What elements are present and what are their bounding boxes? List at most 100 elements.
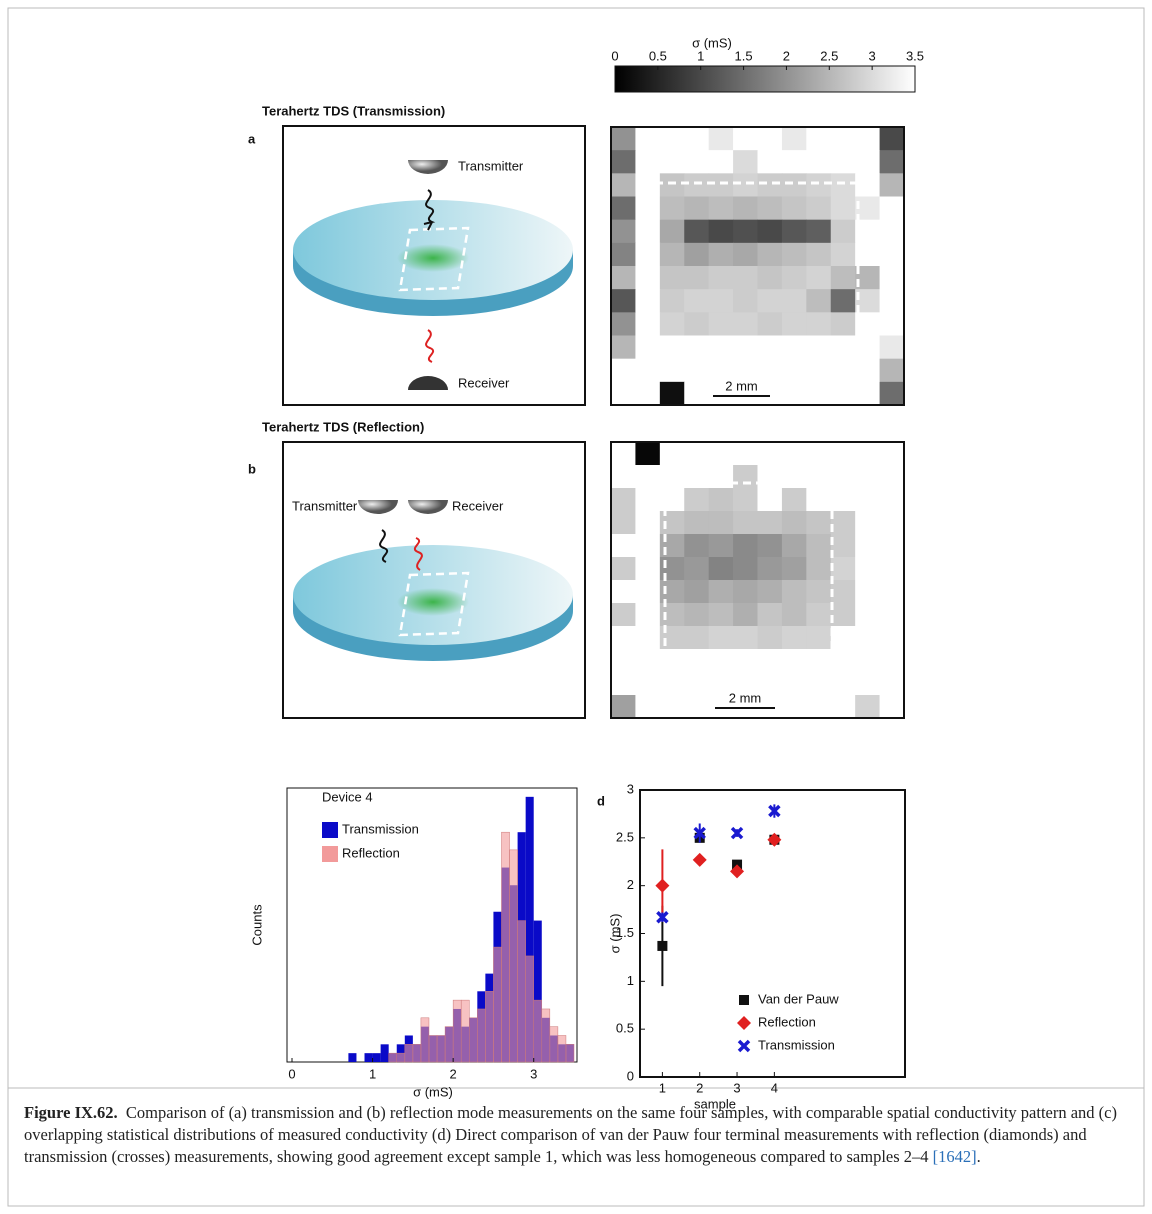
- heatmap-cell: [855, 465, 881, 489]
- heatmap-cell: [757, 312, 783, 336]
- heatmap-cell: [611, 626, 636, 650]
- heatmap-cell: [806, 511, 832, 535]
- heatmap-cell: [830, 173, 856, 197]
- x-tick-label: 4: [771, 1080, 778, 1095]
- heatmap-cell: [733, 335, 758, 360]
- heatmap-cell: [806, 358, 832, 383]
- heatmap-cell: [830, 381, 856, 406]
- x-tick-label: 3: [530, 1066, 537, 1081]
- heatmap-cell: [855, 219, 881, 244]
- heatmap-cell: [733, 289, 758, 313]
- heatmap-cell: [635, 511, 661, 535]
- heatmap-cell: [611, 672, 636, 696]
- heatmap-cell: [708, 488, 734, 512]
- heatmap-cell: [635, 150, 661, 174]
- heatmap-cell: [708, 219, 734, 244]
- x-axis-label: σ (mS): [413, 1084, 453, 1099]
- x-tick-label: 0: [288, 1066, 295, 1081]
- histogram-bar: [477, 1008, 486, 1063]
- heatmap-cell: [855, 312, 881, 336]
- heatmap-cell: [635, 488, 661, 512]
- heatmap-cell: [879, 442, 905, 466]
- y-axis-label: σ (mS): [607, 914, 622, 954]
- heatmap-cell: [733, 695, 758, 719]
- heatmap-cell: [757, 289, 783, 313]
- panel-label: b: [248, 461, 256, 476]
- heatmap-cell: [635, 672, 661, 696]
- histogram-bar: [533, 920, 542, 1062]
- panel-title: Terahertz TDS (Reflection): [262, 419, 424, 434]
- heatmap-cell: [806, 242, 832, 267]
- heatmap-cell: [830, 312, 856, 336]
- heatmap-cell: [733, 672, 758, 696]
- heatmap-cell: [781, 488, 807, 512]
- heatmap-cell: [708, 242, 734, 267]
- histogram-bar: [380, 1044, 389, 1062]
- heatmap-cell: [733, 488, 758, 512]
- heatmap-cell: [830, 695, 856, 719]
- heatmap-cell: [733, 381, 758, 406]
- y-tick-label: 1.5: [616, 925, 634, 940]
- histogram-bar: [428, 1035, 438, 1063]
- colorbar-tick-label: 3.5: [906, 48, 924, 63]
- heatmap-cell: [830, 672, 856, 696]
- marker: [730, 864, 745, 879]
- heatmap-cell: [635, 381, 661, 406]
- heatmap-cell: [830, 626, 856, 650]
- heatmap-cell: [855, 580, 881, 604]
- heatmap-cell: [733, 465, 758, 489]
- heatmap-cell: [879, 266, 905, 290]
- heatmap-cell: [781, 603, 807, 627]
- heatmap-cell: [659, 603, 685, 627]
- heatmap-cell: [611, 150, 636, 174]
- heatmap-cell: [830, 289, 856, 313]
- marker: [656, 910, 669, 924]
- heatmap-cell: [781, 534, 807, 558]
- heatmap-cell: [659, 242, 685, 267]
- heatmap-cell: [757, 649, 783, 673]
- heatmap-cell: [635, 557, 661, 581]
- heatmap-cell: [708, 173, 734, 197]
- y-tick-label: 3: [627, 781, 634, 796]
- scale-bar-label: 2 mm: [729, 690, 762, 705]
- heatmap-cell: [611, 173, 636, 197]
- heatmap-cell: [830, 150, 856, 174]
- caption-ref[interactable]: [1642]: [932, 1147, 977, 1166]
- heatmap-cell: [757, 580, 783, 604]
- legend-marker: [739, 995, 749, 1005]
- heatmap-cell: [659, 173, 685, 197]
- heatmap-cell: [806, 695, 832, 719]
- heatmap-cell: [830, 358, 856, 383]
- heatmap-cell: [708, 127, 734, 151]
- heatmap-cell: [757, 465, 783, 489]
- colorbar-tick-label: 3: [869, 48, 876, 63]
- heatmap-cell: [830, 127, 856, 151]
- heatmap-cell: [611, 127, 636, 151]
- heatmap-cell: [684, 580, 710, 604]
- heatmap-frame: [610, 441, 905, 719]
- heatmap-cell: [855, 173, 881, 197]
- heatmap-cell: [757, 266, 783, 290]
- heatmap-cell: [757, 196, 783, 221]
- heatmap-cell: [830, 442, 856, 466]
- heatmap-cell: [781, 649, 807, 673]
- y-tick-label: 2.5: [616, 829, 634, 844]
- heatmap-cell: [806, 442, 832, 466]
- heatmap-cell: [733, 649, 758, 673]
- heatmap-cell: [757, 358, 783, 383]
- heatmap-cell: [659, 488, 685, 512]
- heatmap-cell: [708, 196, 734, 221]
- heatmap-cell: [855, 672, 881, 696]
- histogram-bar: [565, 1044, 575, 1063]
- heatmap-cell: [781, 511, 807, 535]
- heatmap-cell: [879, 196, 905, 221]
- histogram-bar: [533, 999, 543, 1063]
- heatmap-cell: [635, 603, 661, 627]
- heatmap-cell: [781, 358, 807, 383]
- heatmap-cell: [611, 242, 636, 267]
- marker: [655, 878, 670, 893]
- heatmap-cell: [830, 219, 856, 244]
- heatmap-cell: [879, 312, 905, 336]
- heatmap-cell: [684, 626, 710, 650]
- heatmap-cell: [733, 442, 758, 466]
